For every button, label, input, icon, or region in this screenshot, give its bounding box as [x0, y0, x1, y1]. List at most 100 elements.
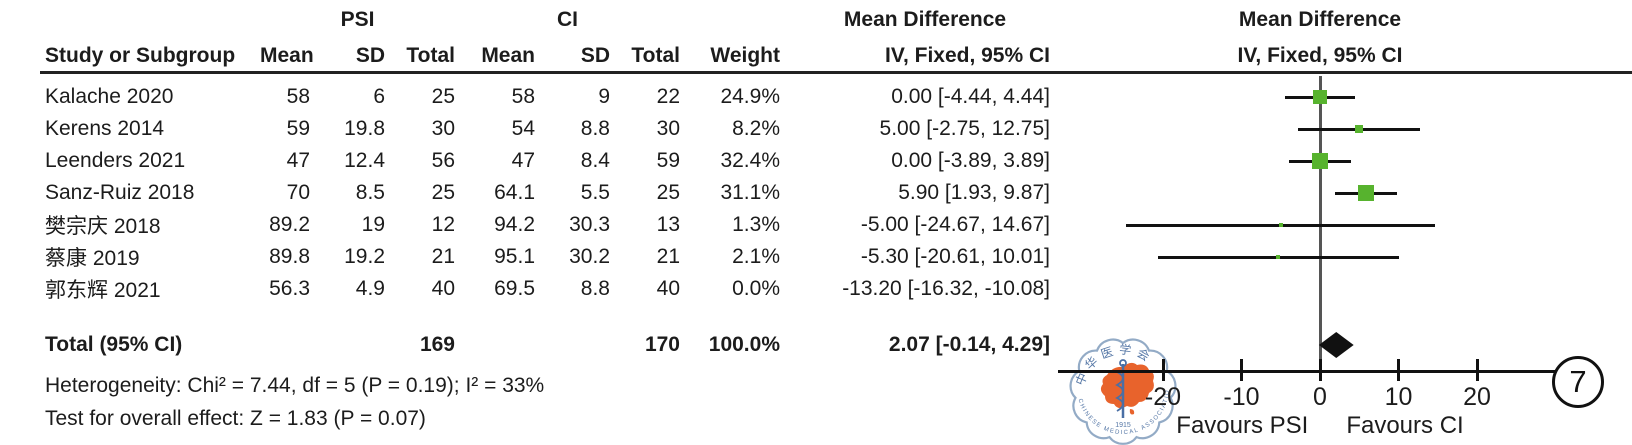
total-label: Total (95% CI): [45, 333, 183, 356]
total2: 22: [656, 85, 680, 108]
weight: 31.1%: [720, 181, 780, 204]
study-point-square: [1311, 152, 1329, 170]
total-n-group2: 170: [644, 333, 680, 356]
sd1: 4.9: [355, 277, 385, 300]
study-name: Kalache 2020: [45, 85, 174, 108]
sd1: 12.4: [344, 149, 385, 172]
total-weight: 100.0%: [708, 333, 780, 356]
seal-china-map: [1100, 362, 1154, 415]
total2: 59: [656, 149, 680, 172]
sd2: 9: [598, 85, 610, 108]
header-underline: [40, 71, 1632, 74]
md-ci-label: -5.30 [-20.61, 10.01]: [860, 245, 1050, 268]
favours-left-label: Favours PSI: [1176, 412, 1309, 439]
md-column-title: Mean Difference: [843, 8, 1007, 31]
mean1: 59: [286, 117, 310, 140]
total1: 30: [431, 117, 455, 140]
mean1: 70: [286, 181, 310, 204]
header-sd2: SD: [580, 44, 610, 67]
mean1: 58: [286, 85, 310, 108]
header-total2: Total: [631, 44, 680, 67]
group2-header: CI: [557, 8, 578, 31]
seal-year: 1915: [1115, 422, 1131, 429]
header-md-subtitle: IV, Fixed, 95% CI: [885, 44, 1050, 67]
total2: 13: [656, 213, 680, 236]
x-axis-line: [1058, 370, 1556, 373]
study-name: 郭东辉 2021: [45, 279, 161, 302]
header-study: Study or Subgroup: [45, 44, 236, 67]
total1: 25: [431, 85, 455, 108]
study-point-square: [1355, 124, 1364, 134]
table-row: Leenders 2021 47 12.4 56 47 8.4 59 32.4% 0.00 [-…: [0, 145, 1055, 177]
table-row: 樊宗庆 2018 89.2 19 12 94.2 30.3 13 1.3% -5.00 [-24…: [0, 209, 1055, 241]
total1: 12: [431, 213, 455, 236]
axis-tick-label: 10: [1384, 383, 1413, 411]
weight: 0.0%: [732, 277, 780, 300]
plot-subtitle: IV, Fixed, 95% CI: [1237, 44, 1403, 67]
mean2: 47: [511, 149, 535, 172]
header-weight: Weight: [710, 44, 780, 67]
md-ci-label: 5.90 [1.93, 9.87]: [898, 181, 1050, 204]
axis-tick-label: 20: [1463, 383, 1491, 411]
total2: 25: [656, 181, 680, 204]
axis-tick-label: -10: [1223, 383, 1260, 411]
heterogeneity-stat: Heterogeneity: Chi² = 7.44, df = 5 (P = …: [45, 374, 545, 397]
table-row: Kerens 2014 59 19.8 30 54 8.8 30 8.2% 5.00 [-2.7…: [0, 113, 1055, 145]
study-point-square: [1276, 254, 1281, 260]
total-n-group1: 169: [419, 333, 455, 356]
figure-number: 7: [1569, 364, 1587, 399]
mean2: 64.1: [494, 181, 535, 204]
header-sd1: SD: [355, 44, 385, 67]
weight: 2.1%: [732, 245, 780, 268]
study-name: 樊宗庆 2018: [45, 215, 161, 238]
sd2: 5.5: [580, 181, 610, 204]
total1: 21: [431, 245, 455, 268]
sd1: 8.5: [355, 181, 385, 204]
md-ci-label: 0.00 [-3.89, 3.89]: [891, 149, 1050, 172]
table-row: 郭东辉 2021 56.3 4.9 40 69.5 8.8 40 0.0% -13.20 [-1…: [0, 273, 1055, 305]
weight: 32.4%: [720, 149, 780, 172]
table-row: Sanz-Ruiz 2018 70 8.5 25 64.1 5.5 25 31.1% 5.90 …: [0, 177, 1055, 209]
sd2: 30.3: [569, 213, 610, 236]
mean2: 58: [511, 85, 535, 108]
favours-right-label: Favours CI: [1346, 412, 1464, 439]
weight: 1.3%: [732, 213, 780, 236]
mean1: 89.8: [269, 245, 310, 268]
study-name: 蔡康 2019: [45, 247, 140, 270]
sd1: 19: [361, 213, 385, 236]
study-name: Leenders 2021: [45, 149, 186, 172]
mean1: 89.2: [269, 213, 310, 236]
total1: 25: [431, 181, 455, 204]
md-ci-label: 5.00 [-2.75, 12.75]: [879, 117, 1050, 140]
header-mean1: Mean: [260, 44, 314, 67]
sd2: 8.8: [580, 117, 610, 140]
total-row: Total (95% CI) 169 170 100.0% 2.07 [-0.1…: [0, 329, 1055, 361]
mean1: 56.3: [269, 277, 310, 300]
header-mean2: Mean: [481, 44, 535, 67]
seal-staff-head: [1119, 359, 1127, 367]
weight: 24.9%: [720, 85, 780, 108]
mean2: 69.5: [494, 277, 535, 300]
mean2: 94.2: [494, 213, 535, 236]
total-md-ci: 2.07 [-0.14, 4.29]: [888, 333, 1050, 356]
axis-favours-labels: Favours PSI Favours CI: [1070, 412, 1570, 440]
chinese-medical-association-seal: 中华医学会 1915 CHINESE MEDICAL ASSOCIATION: [1062, 330, 1177, 445]
sd2: 8.4: [580, 149, 610, 172]
sd1: 19.8: [344, 117, 385, 140]
total1: 56: [431, 149, 455, 172]
column-header-row: Study or Subgroup Mean SD Total Mean SD …: [0, 40, 1055, 72]
sd1: 6: [373, 85, 385, 108]
sd2: 30.2: [569, 245, 610, 268]
figure-number-badge: 7: [1552, 356, 1604, 408]
sd2: 8.8: [580, 277, 610, 300]
study-name: Kerens 2014: [45, 117, 165, 140]
md-ci-label: -5.00 [-24.67, 14.67]: [860, 213, 1050, 236]
md-ci-label: -13.20 [-16.32, -10.08]: [842, 277, 1050, 300]
axis-tick-label: 0: [1313, 383, 1327, 411]
overall-effect-stat: Test for overall effect: Z = 1.83 (P = 0…: [45, 407, 426, 430]
weight: 8.2%: [732, 117, 780, 140]
total1: 40: [431, 277, 455, 300]
study-name: Sanz-Ruiz 2018: [45, 181, 195, 204]
